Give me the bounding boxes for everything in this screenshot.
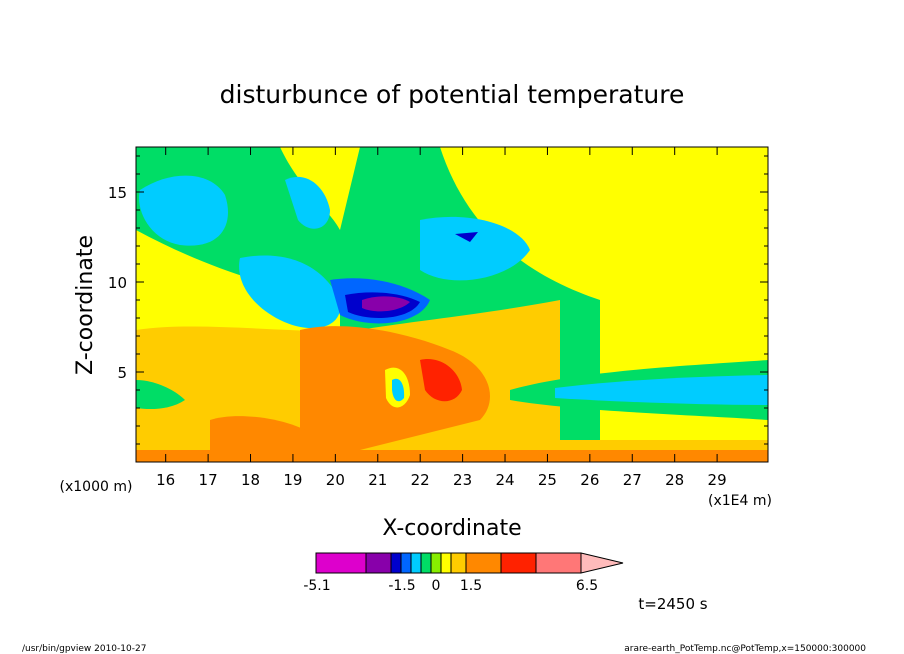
footer-right: arare-earth_PotTemp.nc@PotTemp,x=150000:… — [624, 644, 866, 654]
plot-frame — [135, 146, 769, 463]
colorbar-swatch — [535, 552, 582, 574]
time-annotation: t=2450 s — [638, 595, 707, 613]
colorbar-swatch — [465, 552, 502, 574]
x-tick-label: 23 — [453, 471, 472, 489]
colorbar-swatch — [440, 552, 452, 574]
region-yellow-upper-right — [520, 147, 768, 300]
region-cyan-band — [555, 375, 768, 405]
y-tick-group: 5 10 15 — [108, 155, 768, 445]
x-tick-label: 17 — [199, 471, 218, 489]
region-red — [420, 359, 462, 402]
x-tick-label: 26 — [580, 471, 599, 489]
colorbar-swatch — [420, 552, 432, 574]
colorbar-swatch — [315, 552, 367, 574]
region-cyan-left — [139, 175, 228, 246]
x-tick-label: 19 — [283, 471, 302, 489]
x-tick-label: 28 — [665, 471, 684, 489]
contour-fill — [136, 147, 768, 462]
region-darkblue-small — [455, 232, 478, 242]
colorbar-swatch — [430, 552, 442, 574]
colorbar-swatch — [400, 552, 412, 574]
x-tick-label: 24 — [495, 471, 514, 489]
colorbar-swatch — [365, 552, 392, 574]
colorbar-swatch — [500, 552, 537, 574]
colorbar-swatch — [450, 552, 467, 574]
x-tick-label: 22 — [411, 471, 430, 489]
colorbar-labels: -5.1 -1.5 0 1.5 6.5 — [303, 578, 598, 594]
region-orange-bottom — [136, 450, 768, 462]
colorbar-label: -1.5 — [388, 578, 415, 594]
colorbar-label: 1.5 — [460, 578, 482, 594]
x-unit-right: (x1E4 m) — [708, 493, 772, 509]
x-unit-left: (x1000 m) — [60, 479, 133, 495]
x-tick-group: 16 17 18 19 20 21 22 23 24 25 26 27 28 29 — [156, 147, 727, 489]
colorbar-label: 6.5 — [576, 578, 598, 594]
y-tick-label: 15 — [108, 184, 127, 202]
region-cyan-right — [420, 216, 530, 281]
colorbar-label: -5.1 — [303, 578, 330, 594]
region-cyan-mid — [239, 255, 341, 329]
footer-left: /usr/bin/gpview 2010-10-27 — [22, 644, 146, 654]
region-yellow-mid — [440, 147, 600, 300]
region-green-left — [136, 380, 185, 410]
plot-area: 16 17 18 19 20 21 22 23 24 25 26 27 28 29 5 10 15 — [108, 146, 769, 489]
x-tick-label: 16 — [156, 471, 175, 489]
region-orange-lower — [210, 416, 320, 455]
x-tick-label: 27 — [623, 471, 642, 489]
colorbar-label: 0 — [432, 578, 441, 594]
y-axis-label: Z-coordinate — [73, 235, 98, 375]
x-tick-label: 25 — [538, 471, 557, 489]
x-tick-label: 29 — [708, 471, 727, 489]
x-tick-label: 21 — [368, 471, 387, 489]
y-tick-label: 10 — [108, 274, 127, 292]
region-cyan-upper — [285, 176, 330, 229]
colorbar — [315, 552, 624, 574]
y-tick-label: 5 — [117, 364, 127, 382]
x-axis-label: X-coordinate — [382, 516, 521, 541]
colorbar-swatch — [390, 552, 402, 574]
colorbar-swatch — [410, 552, 422, 574]
x-tick-label: 20 — [326, 471, 345, 489]
x-tick-label: 18 — [241, 471, 260, 489]
colorbar-arrow — [580, 552, 624, 574]
chart-title: disturbunce of potential temperature — [220, 80, 685, 109]
region-purple — [362, 296, 410, 312]
region-cyan-core — [392, 378, 405, 402]
